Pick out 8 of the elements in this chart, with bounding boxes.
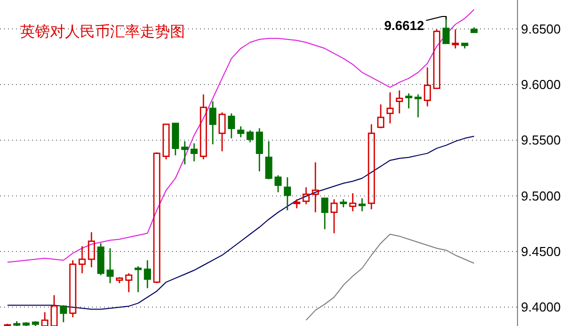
y-tick-label: 9.5500 xyxy=(521,132,561,148)
y-tick-label: 9.4500 xyxy=(521,244,561,259)
y-tick-label: 9.5000 xyxy=(521,188,561,204)
y-tick-label: 9.6000 xyxy=(521,77,561,92)
y-tick-label: 9.4000 xyxy=(521,300,561,315)
annotation: 9.6612 xyxy=(384,18,424,33)
y-tick-label: 9.6500 xyxy=(521,21,561,36)
title: 英镑对人民币汇率走势图 xyxy=(20,24,185,40)
